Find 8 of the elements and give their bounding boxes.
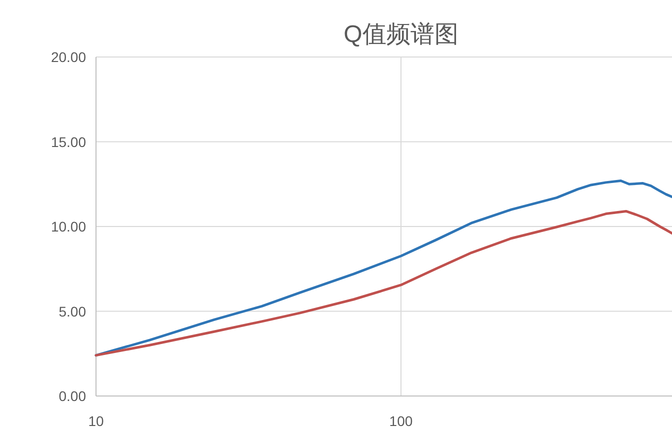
- y-tick-label: 15.00: [50, 134, 86, 150]
- chart-title: Q值频谱图: [344, 21, 458, 48]
- y-tick-label: 0.00: [58, 388, 86, 404]
- y-tick-label: 20.00: [50, 49, 86, 65]
- y-tick-label: 5.00: [58, 303, 86, 320]
- x-tick-label: 100: [389, 413, 413, 429]
- x-tick-label: 10: [88, 413, 104, 429]
- y-tick-label: 10.00: [50, 218, 86, 234]
